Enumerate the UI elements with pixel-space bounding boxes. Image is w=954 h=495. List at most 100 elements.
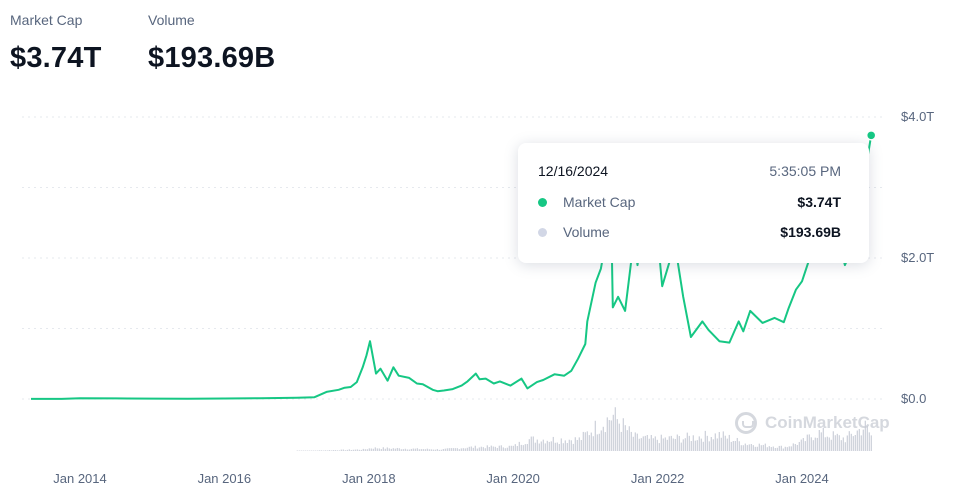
- volume-stat: Volume $193.69B: [148, 12, 275, 75]
- volume-bar: [528, 439, 530, 451]
- volume-bar: [450, 448, 452, 451]
- x-tick-label: Jan 2022: [631, 471, 685, 486]
- volume-bar: [698, 436, 700, 451]
- volume-bar: [680, 442, 682, 451]
- volume-bar: [464, 448, 466, 451]
- market-cap-stat: Market Cap $3.74T: [10, 12, 102, 75]
- volume-bar: [380, 449, 382, 451]
- volume-bar: [596, 434, 598, 451]
- volume-bar: [546, 440, 548, 451]
- volume-bar: [312, 450, 314, 451]
- volume-bar: [616, 419, 618, 451]
- volume-bar: [556, 442, 558, 451]
- volume-bar: [644, 435, 646, 451]
- volume-bar: [668, 436, 670, 451]
- volume-bar: [868, 432, 870, 451]
- volume-bar: [744, 443, 746, 451]
- volume-bar: [750, 443, 752, 451]
- volume-bar: [414, 448, 416, 451]
- volume-bar: [608, 420, 610, 451]
- volume-bar: [742, 445, 744, 451]
- volume-bar: [526, 444, 528, 451]
- volume-bar: [730, 441, 732, 451]
- volume-bar: [780, 445, 782, 451]
- volume-bar: [544, 443, 546, 451]
- volume-bar: [836, 433, 838, 451]
- volume-bar: [416, 448, 418, 451]
- volume-bar: [796, 444, 798, 451]
- volume-bar: [762, 444, 764, 451]
- volume-bar: [758, 443, 760, 451]
- volume-bar: [394, 448, 396, 451]
- volume-bar: [716, 438, 718, 451]
- market-cap-label: Market Cap: [10, 12, 83, 28]
- volume-bar: [864, 420, 866, 451]
- volume-bar: [412, 448, 414, 451]
- volume-bar: [384, 448, 386, 451]
- volume-bar: [498, 445, 500, 451]
- market-cap-value: $3.74T: [10, 42, 102, 74]
- volume-bar: [850, 433, 852, 451]
- volume-bar: [480, 446, 482, 451]
- tooltip-row-label: Volume: [563, 224, 610, 240]
- volume-bar: [478, 447, 480, 451]
- y-tick-label: $0.0: [901, 391, 926, 406]
- volume-bar: [350, 450, 352, 451]
- volume-bar: [374, 447, 376, 451]
- volume-bar: [490, 445, 492, 451]
- volume-bar: [686, 432, 688, 451]
- volume-bar: [824, 437, 826, 451]
- volume-bar: [756, 446, 758, 451]
- volume-bar: [418, 449, 420, 451]
- volume-bar: [382, 447, 384, 451]
- volume-bar: [392, 448, 394, 451]
- volume-bar: [606, 417, 608, 451]
- volume-bar: [336, 450, 338, 451]
- volume-bar: [810, 437, 812, 451]
- volume-bar: [448, 448, 450, 451]
- volume-bar: [462, 448, 464, 451]
- volume-bar: [612, 414, 614, 451]
- volume-bar: [704, 430, 706, 451]
- volume-bar: [770, 447, 772, 451]
- volume-bar: [798, 441, 800, 451]
- volume-bar: [818, 430, 820, 451]
- volume-bar: [860, 435, 862, 451]
- volume-bar: [472, 447, 474, 451]
- volume-bar: [624, 425, 626, 451]
- market-cap-dot-icon: [538, 197, 547, 207]
- volume-bar: [398, 448, 400, 451]
- volume-bar: [540, 441, 542, 451]
- tooltip-row-value: $193.69B: [780, 224, 841, 240]
- volume-bar: [504, 448, 506, 451]
- volume-bar: [840, 440, 842, 451]
- volume-bar: [740, 445, 742, 451]
- volume-bar: [844, 442, 846, 451]
- volume-bar: [576, 439, 578, 451]
- volume-bar: [564, 440, 566, 451]
- volume-bar: [666, 439, 668, 451]
- volume-bar: [628, 426, 630, 451]
- volume-bar: [622, 418, 624, 451]
- volume-bar: [828, 437, 830, 451]
- tooltip-row-value: $3.74T: [797, 194, 841, 210]
- volume-bar: [590, 432, 592, 451]
- volume-bar: [726, 438, 728, 451]
- volume-bar: [410, 448, 412, 451]
- volume-bar: [580, 440, 582, 451]
- volume-bar: [372, 448, 374, 451]
- x-tick-label: Jan 2014: [53, 471, 107, 486]
- volume-bar: [344, 450, 346, 451]
- volume-bar: [592, 436, 594, 451]
- volume-bar: [484, 448, 486, 451]
- volume-bar: [632, 436, 634, 451]
- volume-bar: [870, 435, 872, 451]
- volume-bar: [594, 420, 596, 451]
- volume-bar: [402, 449, 404, 451]
- volume-bar: [808, 434, 810, 451]
- volume-bar: [560, 438, 562, 451]
- volume-bar: [370, 448, 372, 451]
- volume-bar: [784, 446, 786, 451]
- volume-bar: [476, 448, 478, 451]
